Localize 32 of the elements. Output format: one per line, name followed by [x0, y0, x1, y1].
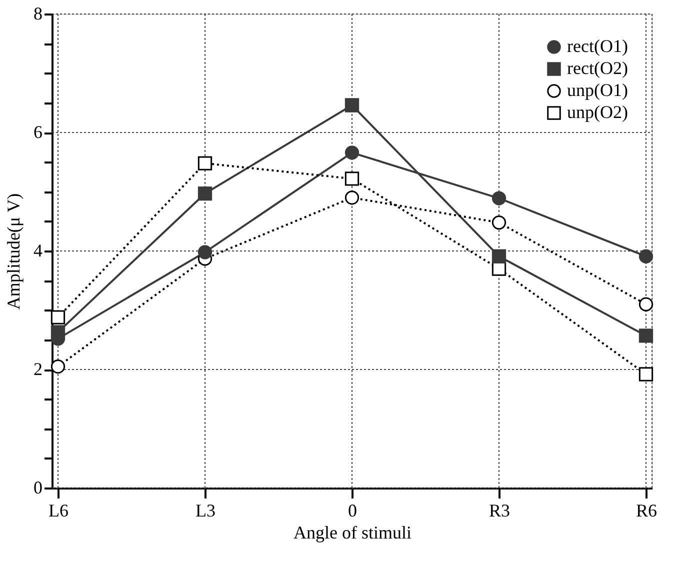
point — [492, 191, 506, 206]
point — [198, 245, 212, 260]
legend-label: unp(O2) — [567, 102, 628, 122]
point — [492, 215, 506, 230]
point — [638, 328, 654, 343]
point — [344, 172, 360, 186]
x-tick-label: L3 — [196, 500, 216, 520]
point — [344, 190, 360, 205]
legend-label: unp(O1) — [567, 80, 628, 100]
legend-label: rect(O1) — [567, 36, 628, 56]
point — [638, 297, 654, 312]
x-tick-label: R6 — [636, 500, 658, 520]
point — [344, 146, 360, 160]
y-tick-label: 8 — [34, 4, 42, 24]
legend-label: rect(O2) — [567, 58, 628, 78]
x-tick-label: 0 — [348, 500, 357, 520]
x-axis-title: Angle of stimuli — [294, 522, 412, 542]
x-tick-label: L6 — [48, 500, 68, 520]
point — [50, 359, 66, 374]
point — [198, 186, 212, 201]
point — [198, 156, 212, 170]
point — [492, 249, 506, 264]
x-tick-label: R3 — [488, 500, 510, 520]
y-tick-label: 0 — [34, 478, 42, 498]
point — [638, 367, 654, 382]
point — [344, 98, 360, 112]
point — [50, 310, 66, 324]
point — [638, 249, 654, 264]
y-tick-label: 2 — [34, 359, 42, 379]
y-tick-label: 6 — [34, 122, 42, 142]
y-axis-title: Amplitude(μ V) — [4, 193, 24, 310]
y-tick-label: 4 — [34, 240, 42, 260]
